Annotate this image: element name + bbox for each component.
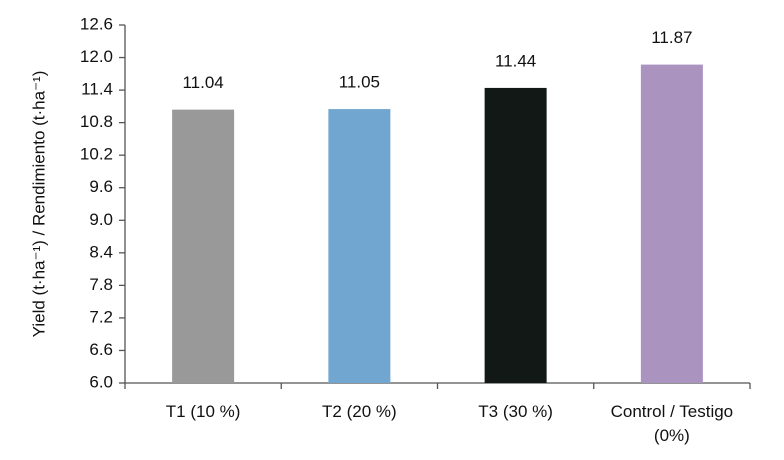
y-axis-label: Yield (t·ha⁻¹) / Rendimiento (t·ha⁻¹): [29, 71, 48, 338]
value-label: 11.44: [495, 51, 536, 70]
y-tick-label: 6.6: [89, 340, 113, 359]
bar: [172, 109, 235, 384]
bar: [484, 87, 547, 384]
x-tick-label: T3 (30 %): [478, 402, 553, 421]
y-tick-label: 9.0: [89, 210, 113, 229]
y-tick-label: 10.8: [80, 112, 113, 131]
bar: [640, 64, 703, 383]
value-label: 11.04: [182, 73, 223, 92]
value-label: 11.05: [339, 73, 380, 92]
x-tick-label: T1 (10 %): [165, 402, 241, 421]
y-tick-label: 10.2: [80, 145, 113, 164]
x-tick-label: Control / Testigo (0%): [610, 402, 734, 445]
x-tick-label: T2 (20 %): [322, 402, 397, 421]
y-tick-label: 9.6: [89, 177, 113, 196]
bar: [328, 109, 391, 384]
y-tick-label: 7.2: [89, 307, 113, 326]
y-tick-label: 8.4: [89, 242, 113, 261]
y-tick-label: 11.4: [81, 80, 113, 99]
value-label: 11.87: [651, 28, 692, 47]
y-tick-label: 7.8: [89, 275, 113, 294]
y-tick-label: 6.0: [89, 372, 113, 391]
y-tick-label: 12.0: [80, 47, 113, 66]
y-tick-label: 12.6: [80, 14, 113, 33]
